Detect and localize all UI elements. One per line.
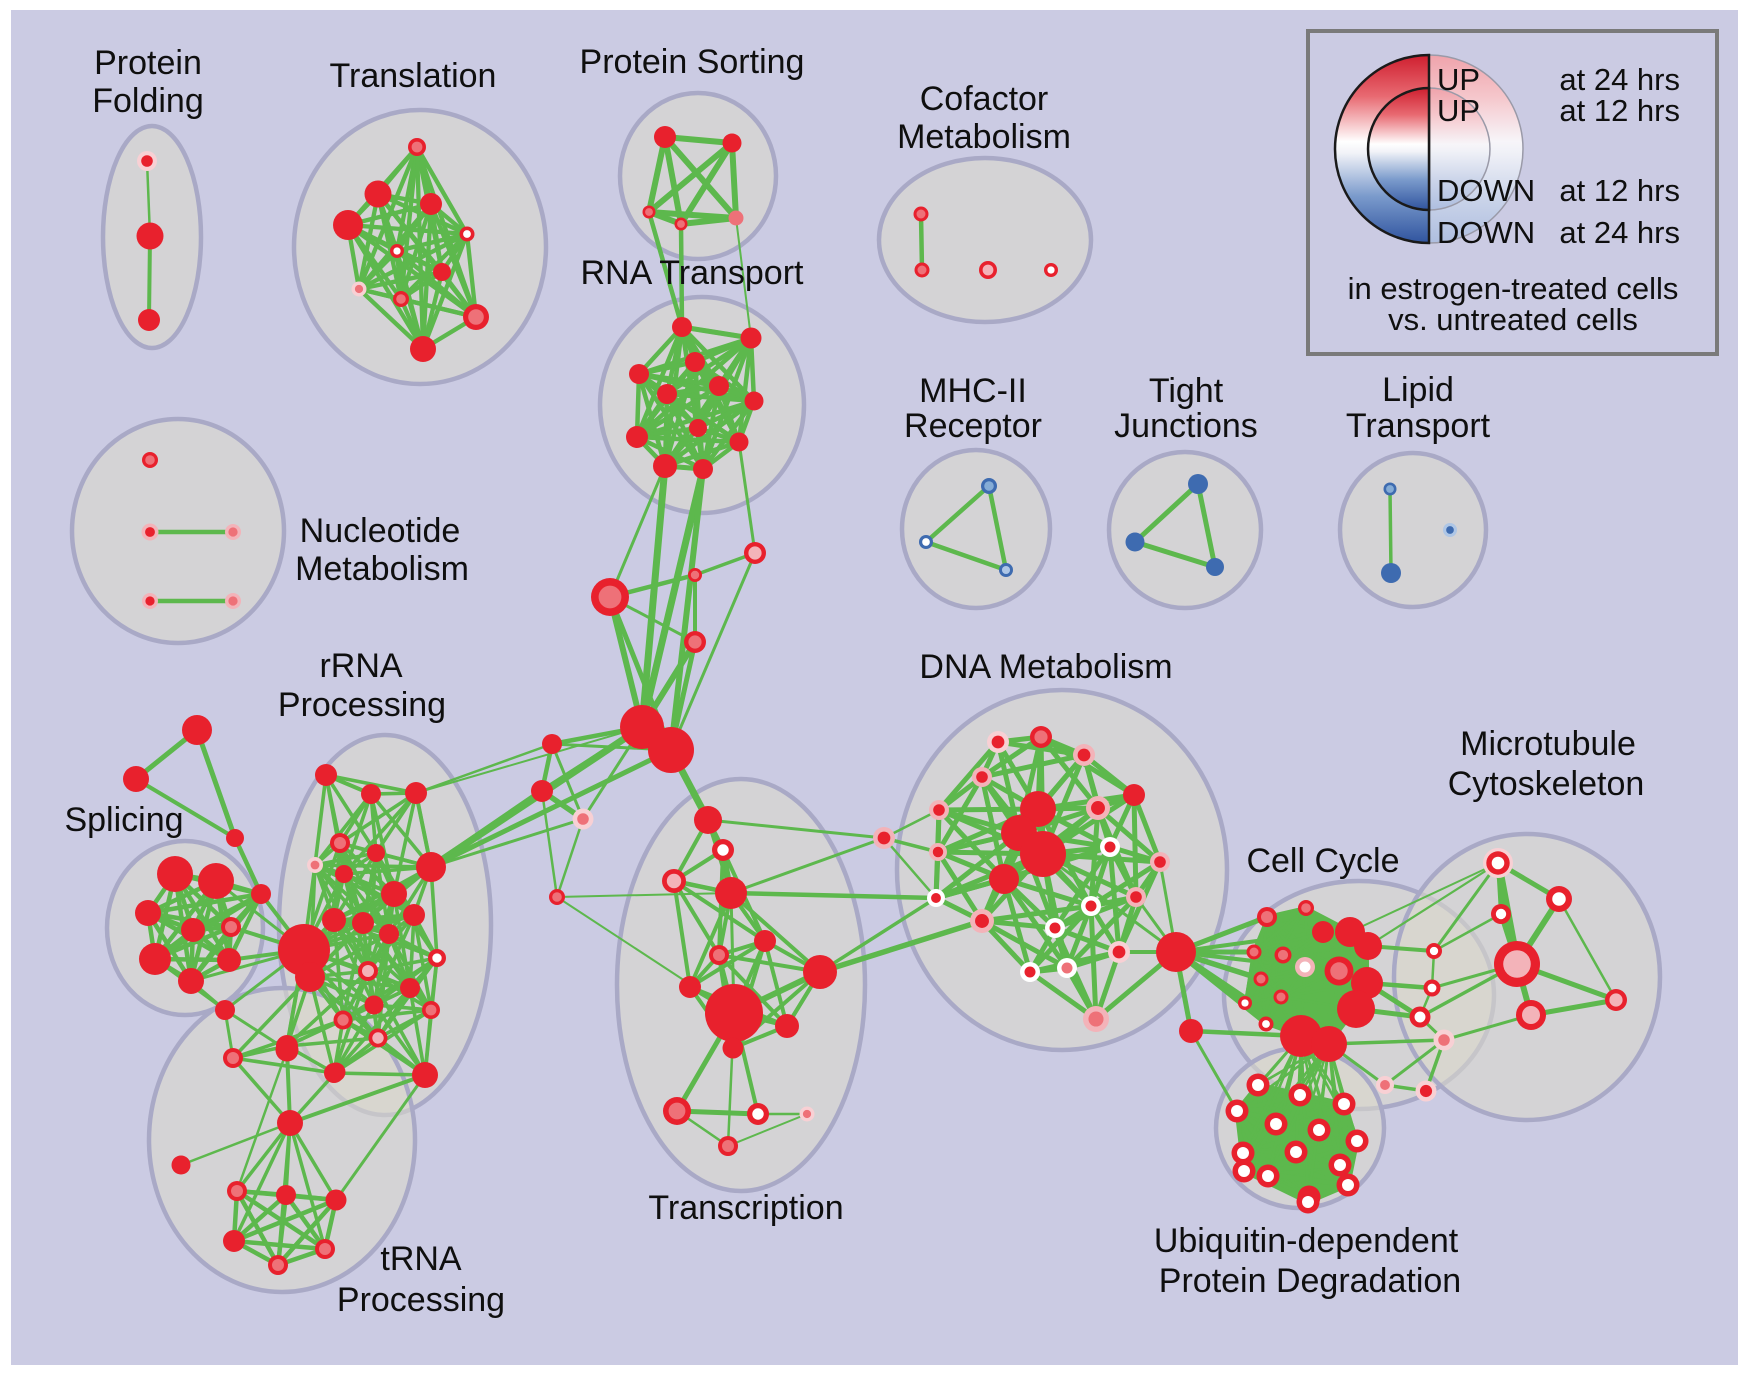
svg-text:Transport: Transport <box>1346 407 1491 445</box>
svg-text:Protein Sorting: Protein Sorting <box>580 43 805 81</box>
svg-text:Junctions: Junctions <box>1114 407 1258 445</box>
svg-text:Processing: Processing <box>278 686 446 724</box>
svg-text:Metabolism: Metabolism <box>897 118 1071 156</box>
svg-text:Processing: Processing <box>337 1281 505 1319</box>
svg-text:Protein: Protein <box>94 44 202 82</box>
svg-text:DOWN: DOWN <box>1437 173 1535 208</box>
svg-text:at 12 hrs: at 12 hrs <box>1559 173 1680 208</box>
svg-text:Microtubule: Microtubule <box>1460 725 1636 763</box>
svg-text:rRNA: rRNA <box>319 647 402 685</box>
svg-text:Transcription: Transcription <box>648 1189 843 1227</box>
svg-text:at 12 hrs: at 12 hrs <box>1559 93 1680 128</box>
svg-text:Translation: Translation <box>330 57 497 95</box>
svg-text:Metabolism: Metabolism <box>295 550 469 588</box>
svg-text:Tight: Tight <box>1149 372 1224 410</box>
svg-text:at 24 hrs: at 24 hrs <box>1559 62 1680 97</box>
svg-text:Cytoskeleton: Cytoskeleton <box>1448 765 1645 803</box>
svg-text:UP: UP <box>1437 93 1480 128</box>
svg-text:vs. untreated cells: vs. untreated cells <box>1388 302 1638 337</box>
svg-text:DNA Metabolism: DNA Metabolism <box>919 648 1172 686</box>
svg-text:Lipid: Lipid <box>1382 371 1454 409</box>
svg-text:Ubiquitin-dependent: Ubiquitin-dependent <box>1154 1222 1459 1260</box>
svg-text:UP: UP <box>1437 62 1480 97</box>
svg-text:in estrogen-treated cells: in estrogen-treated cells <box>1348 271 1679 306</box>
svg-text:Cofactor: Cofactor <box>920 80 1049 118</box>
svg-text:Folding: Folding <box>92 82 204 120</box>
svg-text:at 24 hrs: at 24 hrs <box>1559 215 1680 250</box>
svg-text:Nucleotide: Nucleotide <box>300 512 461 550</box>
svg-text:MHC-II: MHC-II <box>919 372 1027 410</box>
svg-text:Cell Cycle: Cell Cycle <box>1246 842 1399 880</box>
svg-text:RNA Transport: RNA Transport <box>581 254 805 292</box>
svg-text:DOWN: DOWN <box>1437 215 1535 250</box>
svg-text:tRNA: tRNA <box>380 1240 462 1278</box>
svg-text:Splicing: Splicing <box>64 801 183 839</box>
svg-text:Protein Degradation: Protein Degradation <box>1159 1262 1461 1300</box>
svg-text:Receptor: Receptor <box>904 407 1042 445</box>
